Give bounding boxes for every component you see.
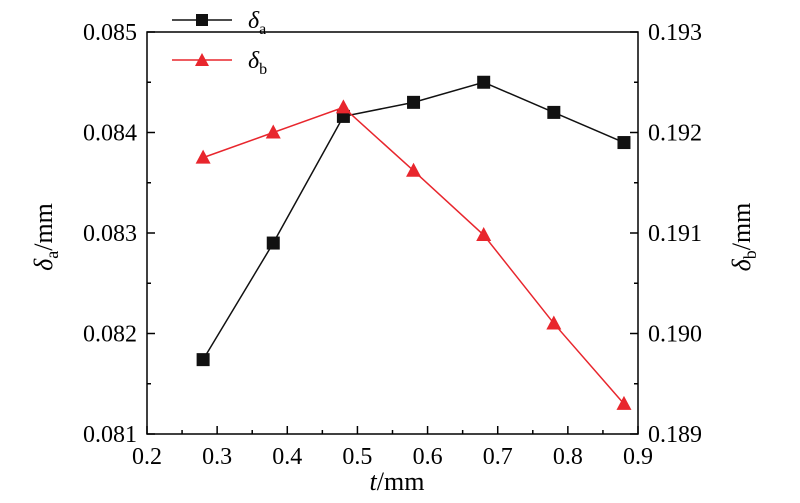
series-delta-a-point xyxy=(547,105,561,119)
left-y-axis: 0.081 0.082 0.083 0.084 0.085 xyxy=(83,20,155,448)
legend-a-sub: a xyxy=(259,21,266,38)
series-delta-a-point xyxy=(196,353,210,367)
series-delta-b-point xyxy=(265,124,281,139)
x-tick-label: 0.5 xyxy=(342,444,372,470)
x-tick-label: 0.7 xyxy=(483,444,513,470)
right-y-tick-label: 0.191 xyxy=(648,221,702,247)
x-tick-label: 0.8 xyxy=(553,444,583,470)
right-y-tick-label: 0.189 xyxy=(648,422,702,448)
x-tick-label: 0.2 xyxy=(132,444,162,470)
left-y-tick-label: 0.085 xyxy=(83,20,137,46)
right-y-axis-unit: /mm xyxy=(727,203,756,251)
legend-marker-triangle xyxy=(195,53,209,66)
left-y-tick-label: 0.081 xyxy=(83,422,137,448)
right-y-axis-var: δ xyxy=(727,258,756,271)
left-y-axis-sub: a xyxy=(42,251,62,259)
series-delta-a-line xyxy=(202,81,625,361)
legend-a-var: δ xyxy=(248,8,260,34)
plot-border xyxy=(146,31,639,435)
legend-b-var: δ xyxy=(248,48,260,74)
series-delta-b-point xyxy=(406,162,422,177)
series-delta-b-point xyxy=(195,149,211,164)
series-delta-b-point xyxy=(546,315,562,330)
right-y-axis-title: δb/mm xyxy=(727,203,760,272)
left-y-axis-title: δa/mm xyxy=(29,203,62,271)
series-delta-a-point xyxy=(477,75,491,89)
right-y-tick-label: 0.192 xyxy=(648,121,702,147)
legend-marker-square xyxy=(196,14,208,26)
legend-label-delta-b: δb xyxy=(248,48,267,78)
x-tick-label: 0.3 xyxy=(202,444,232,470)
x-tick-label: 0.4 xyxy=(272,444,302,470)
right-y-tick-label: 0.190 xyxy=(648,322,702,348)
left-y-tick-label: 0.083 xyxy=(83,221,137,247)
x-axis-unit: /mm xyxy=(377,467,425,496)
series-delta-a-point xyxy=(617,136,631,150)
left-y-axis-unit: /mm xyxy=(29,203,58,251)
right-y-tick-label: 0.193 xyxy=(648,20,702,46)
x-axis: 0.2 0.3 0.4 0.5 0.6 0.7 0.8 0.9 xyxy=(132,426,653,470)
plot-area xyxy=(146,31,639,435)
right-y-axis-sub: b xyxy=(740,250,760,259)
x-axis-title: t/mm xyxy=(370,467,425,496)
series-delta-b-point xyxy=(335,99,351,114)
legend-b-sub: b xyxy=(259,61,267,78)
legend: δa δb xyxy=(172,8,267,78)
series-delta-b-point xyxy=(476,227,492,242)
left-y-axis-var: δ xyxy=(29,258,58,271)
left-y-tick-label: 0.082 xyxy=(83,322,137,348)
left-y-tick-label: 0.084 xyxy=(83,121,137,147)
x-tick-label: 0.9 xyxy=(623,444,653,470)
legend-label-delta-a: δa xyxy=(248,8,266,38)
series-delta-a-point xyxy=(407,95,421,109)
series-delta-a-point xyxy=(266,236,280,250)
x-axis-var: t xyxy=(370,467,378,496)
x-tick-label: 0.6 xyxy=(413,444,443,470)
series-delta-b-point xyxy=(616,395,632,410)
series-layer xyxy=(195,75,632,410)
right-y-axis: 0.189 0.190 0.191 0.192 0.193 xyxy=(630,20,702,448)
